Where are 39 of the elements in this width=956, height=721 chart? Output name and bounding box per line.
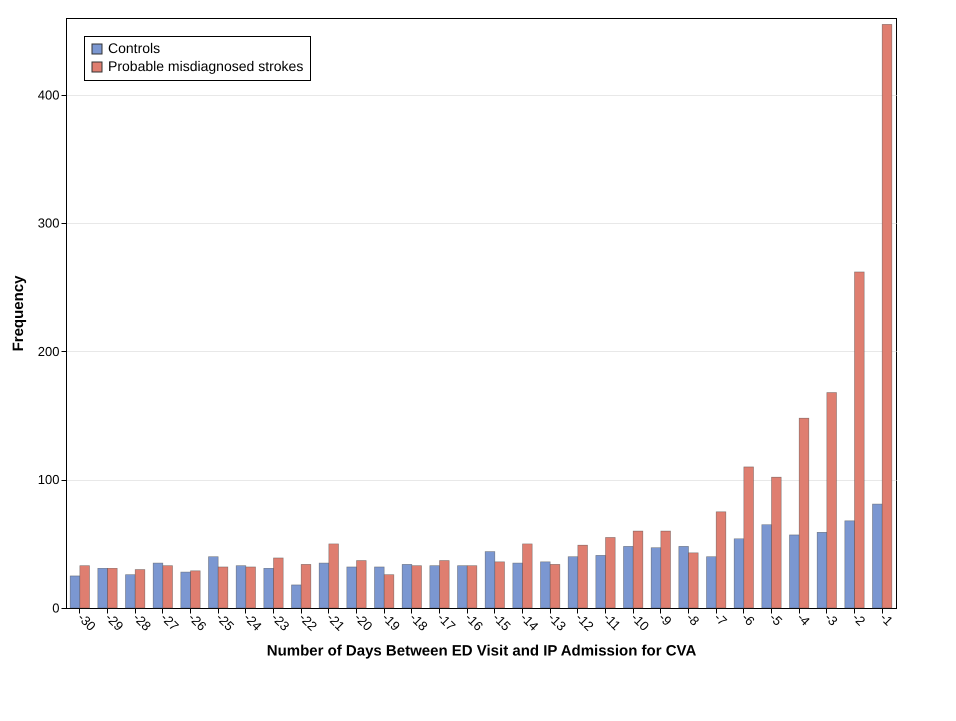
x-tick-label: -6 xyxy=(738,610,758,629)
x-tick-label: -10 xyxy=(628,610,652,634)
x-tick-label: -18 xyxy=(406,610,431,634)
x-tick-label: -3 xyxy=(822,610,841,629)
x-tick-label: -29 xyxy=(102,610,126,634)
x-tick-label: -13 xyxy=(545,610,570,634)
x-tick-label: -4 xyxy=(794,610,813,629)
x-tick-label: -15 xyxy=(490,610,514,634)
x-tick-label: -30 xyxy=(74,610,99,634)
x-tick-label: -5 xyxy=(766,610,786,629)
x-tick-label: -12 xyxy=(572,610,597,634)
x-tick-label: -27 xyxy=(158,610,182,634)
x-tick-label: -2 xyxy=(850,610,868,629)
x-tick-label: -14 xyxy=(518,610,542,634)
x-tick-label: -25 xyxy=(213,610,238,634)
y-axis-title: Frequency xyxy=(10,274,27,352)
y-tick-label: 300 xyxy=(38,216,60,231)
x-axis-title: Number of Days Between ED Visit and IP Admission for CVA xyxy=(266,642,696,660)
y-tick-label: 100 xyxy=(38,472,60,488)
x-tick-label: -20 xyxy=(352,610,376,634)
x-tick-label: -17 xyxy=(434,610,458,634)
x-tick-label: -23 xyxy=(268,610,292,634)
legend-label: Controls xyxy=(108,40,160,56)
x-tick-label: -26 xyxy=(186,610,210,634)
x-tick-label: -22 xyxy=(296,610,320,634)
x-tick-label: -8 xyxy=(684,610,702,629)
y-tick-label: 0 xyxy=(52,600,60,616)
x-tick-label: -7 xyxy=(711,610,730,629)
y-tick-label: 200 xyxy=(38,344,60,359)
x-tick-label: -11 xyxy=(600,610,624,634)
x-tick-label: -21 xyxy=(324,610,348,634)
x-tick-label: -24 xyxy=(240,610,265,634)
legend-label: Probable misdiagnosed strokes xyxy=(108,58,304,74)
x-tick-label: -9 xyxy=(656,610,675,629)
x-tick-label: -28 xyxy=(130,610,154,634)
y-tick-label: 400 xyxy=(38,87,60,102)
x-tick-label: -1 xyxy=(877,610,896,629)
x-tick-label: -19 xyxy=(379,610,404,634)
x-tick-label: -16 xyxy=(462,610,486,634)
